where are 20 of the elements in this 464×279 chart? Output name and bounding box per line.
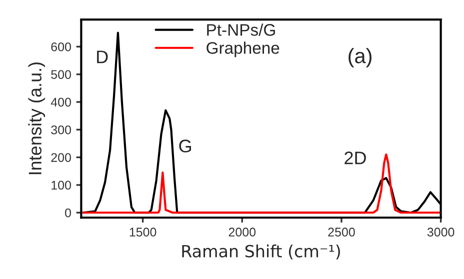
y-tick-label: 0: [65, 208, 71, 218]
y-tick-label: 300: [51, 125, 71, 134]
y-tick-label: 600: [51, 42, 71, 52]
line-series: [82, 153, 441, 214]
annotation: G: [179, 140, 191, 152]
x-axis-title: Raman Shift (cm⁻¹): [182, 244, 340, 260]
x-tick-label: 2500: [328, 228, 355, 237]
x-tick-label: 1500: [130, 228, 156, 237]
x-tick-label: 2000: [228, 228, 256, 237]
x-tick-label: 3000: [427, 228, 454, 237]
y-tick-label: 500: [51, 70, 71, 79]
legend-label: Graphene: [206, 42, 280, 58]
annotation: D: [97, 50, 108, 64]
y-tick-label: 400: [50, 98, 71, 107]
annotation: 2D: [344, 152, 366, 164]
annotation: (a): [348, 48, 372, 68]
legend-label: Pt-NPs/G: [207, 24, 275, 36]
y-tick-label: 100: [52, 180, 71, 190]
y-tick-label: 200: [51, 153, 71, 162]
y-axis-title: Intensity (a.u.): [28, 62, 46, 174]
